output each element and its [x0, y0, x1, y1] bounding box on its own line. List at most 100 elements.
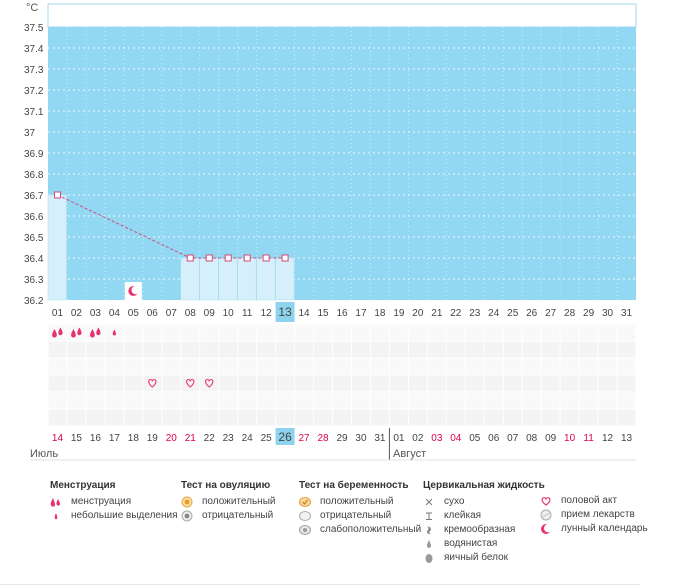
icon-grid-cell	[200, 409, 219, 426]
temperature-point	[186, 254, 194, 262]
icon-grid-cell	[541, 409, 560, 426]
icon-grid-cell	[503, 358, 522, 375]
icon-grid-cell	[86, 375, 105, 392]
icon-grid-cell	[522, 409, 541, 426]
y-tick-label: 36.2	[24, 296, 44, 307]
legend-item-ovulation-positive: положительный	[181, 495, 275, 509]
x-date-label: 04	[450, 433, 462, 444]
icon-grid-cell	[48, 375, 67, 392]
x-tick-label: 23	[469, 308, 481, 319]
icon-grid-cell	[560, 409, 579, 426]
legend-label: небольшие выделения	[71, 510, 178, 521]
icon-grid-cell	[617, 392, 636, 409]
legend-label: водянистая	[444, 538, 498, 549]
small-drop-icon	[50, 510, 62, 522]
x-date-label: 11	[583, 433, 594, 444]
icon-grid-cell	[427, 375, 446, 392]
ovulation-negative-icon	[181, 510, 193, 522]
bottom-divider	[0, 584, 640, 585]
x-tick-label: 21	[431, 308, 443, 319]
x-tick-label: 13	[278, 305, 292, 319]
icon-grid-cell	[124, 341, 143, 358]
icon-grid-cell	[389, 375, 408, 392]
pill-icon	[540, 509, 552, 521]
y-tick-label: 37.3	[24, 65, 44, 76]
icon-grid-cell	[351, 324, 370, 341]
sticky-icon	[423, 510, 435, 522]
small-drop-icon	[112, 329, 117, 336]
icon-grid-cell	[333, 409, 351, 426]
x-tick-label: 14	[299, 308, 311, 319]
x-date-label: 18	[128, 433, 140, 444]
icon-grid-cell	[219, 392, 238, 409]
legend-label: яичный белок	[444, 552, 509, 563]
pregnancy-positive-icon	[299, 496, 311, 508]
legend-item-medication: прием лекарств	[540, 508, 648, 522]
icon-grid-cell	[219, 341, 238, 358]
icon-grid-cell	[617, 358, 636, 375]
icon-grid-cell	[105, 392, 124, 409]
legend-ovulation: Тест на овуляцию положительный отрицател…	[181, 480, 275, 523]
icon-grid-cell	[484, 409, 503, 426]
icon-grid-cell	[276, 358, 295, 375]
x-date-label: 24	[242, 433, 254, 444]
x-tick-label: 19	[393, 308, 405, 319]
legend-item-spotting: небольшие выделения	[50, 509, 178, 523]
icon-grid-cell	[408, 341, 427, 358]
icon-grid-cell	[351, 392, 370, 409]
icon-grid-cell	[427, 409, 446, 426]
x-tick-label: 07	[166, 308, 178, 319]
icon-grid-cell	[200, 341, 219, 358]
heart-icon	[186, 378, 195, 388]
icon-grid-cell	[522, 358, 541, 375]
temperature-bar	[237, 257, 257, 301]
legend-item-pregnancy-weak: слабоположительный	[299, 523, 421, 537]
icon-grid-cell	[351, 375, 370, 392]
icon-grid-cell	[503, 392, 522, 409]
x-date-label: 31	[374, 433, 386, 444]
icon-grid-cell	[333, 392, 351, 409]
x-date-label: 15	[71, 433, 83, 444]
icon-grid-cell	[276, 409, 295, 426]
legend-item-pregnancy-positive: положительный	[299, 495, 421, 509]
legend-pregnancy: Тест на беременность положительный отриц…	[299, 480, 421, 537]
icon-grid-cell	[560, 375, 579, 392]
icon-grid-cell	[617, 375, 636, 392]
icon-grid-cell	[295, 375, 314, 392]
icon-grid-cell	[617, 341, 636, 358]
icon-grid-cell	[351, 358, 370, 375]
y-tick-label: 37.4	[24, 44, 44, 55]
x-tick-label: 27	[545, 308, 557, 319]
icon-grid-cell	[560, 341, 579, 358]
icon-grid-cell	[579, 375, 598, 392]
icon-grid-cell	[181, 392, 200, 409]
icon-grid-cell	[162, 375, 181, 392]
x-date-label: 19	[147, 433, 159, 444]
y-tick-label: 36.6	[24, 212, 44, 223]
icon-grid-cell	[427, 358, 446, 375]
x-date-label: 16	[90, 433, 102, 444]
icon-grid-cell	[389, 341, 408, 358]
menstruation-drop-icon	[90, 329, 95, 338]
icon-grid-cell	[238, 341, 257, 358]
x-date-label: 07	[507, 433, 519, 444]
x-tick-label: 16	[336, 308, 348, 319]
icon-grid-cell	[484, 324, 503, 341]
icon-grid-cell	[408, 409, 427, 426]
pregnancy-weak-icon	[299, 524, 311, 536]
y-tick-label: 36.5	[24, 233, 44, 244]
x-date-label: 26	[278, 430, 292, 444]
icon-grid-cell	[465, 324, 484, 341]
icon-grid-cell	[200, 358, 219, 375]
x-date-label: 09	[545, 433, 557, 444]
icon-grid-cell	[314, 392, 333, 409]
month-label-august: Август	[393, 448, 426, 460]
legend-label: сухо	[444, 496, 465, 507]
icon-grid-cell	[181, 341, 200, 358]
icon-grid-cell	[295, 409, 314, 426]
icon-grid-cell	[503, 375, 522, 392]
icon-grid-cell	[48, 392, 67, 409]
x-tick-label: 15	[317, 308, 329, 319]
x-date-label: 08	[526, 433, 538, 444]
legend-item-egg-white: яичный белок	[423, 551, 545, 565]
